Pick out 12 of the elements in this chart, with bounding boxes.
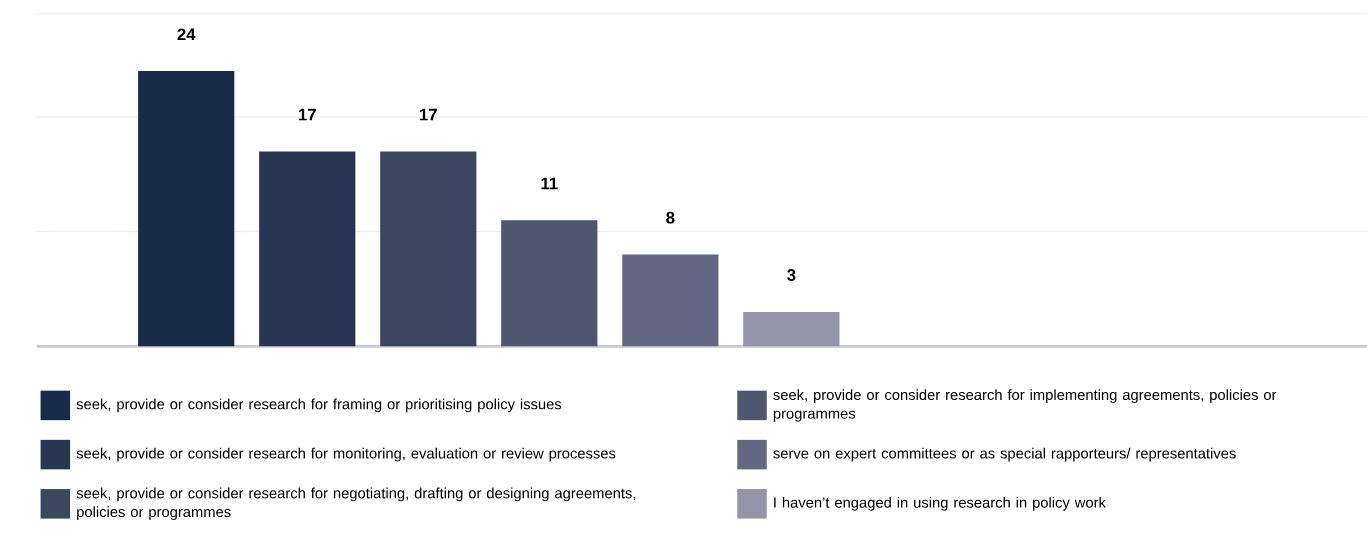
legend-label: serve on expert committees or as special rapporteurs/ representatives xyxy=(773,447,1236,462)
legend-label: seek, provide or consider research for monitoring, evaluation or review processes xyxy=(76,447,616,462)
data-label: 8 xyxy=(666,211,675,224)
legend-label: I haven’t engaged in using research in policy work xyxy=(774,496,1106,511)
data-label: 24 xyxy=(177,28,196,40)
data-label: 11 xyxy=(541,177,558,190)
legend-label: seek, provide or consider research for implementing agreements, policies or programmes xyxy=(773,389,1277,422)
data-label: 17 xyxy=(420,108,437,121)
data-label: 17 xyxy=(298,108,316,121)
legend-label: seek, provide or consider research for negotiating, drafting or designing agreements, policies or programmes xyxy=(76,487,636,520)
legend-label: seek, provide or consider research for framing or prioritising policy issues xyxy=(76,398,562,413)
data-label: 3 xyxy=(787,268,796,281)
